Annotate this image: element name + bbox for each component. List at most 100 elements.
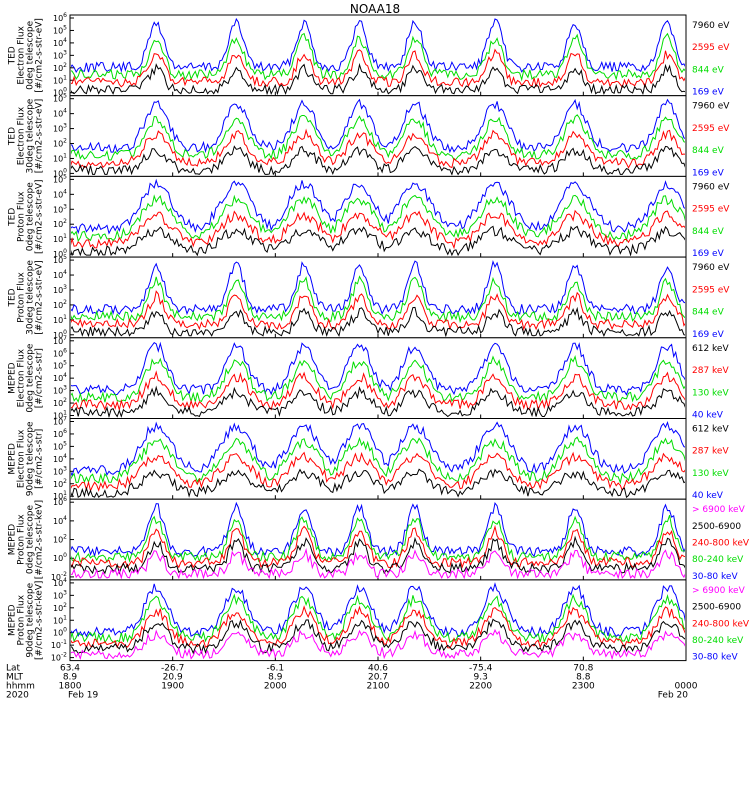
y-tick-label: 106 xyxy=(53,347,67,358)
legend-entry: 240-800 keV xyxy=(692,619,750,629)
y-axis-label-line: 0deg telescope xyxy=(26,182,36,252)
y-tick-label: 105 xyxy=(53,24,67,35)
y-tick-label: 101 xyxy=(53,314,67,325)
y-tick-label: 102 xyxy=(53,602,67,613)
data-traces xyxy=(71,17,685,95)
legend-entry: 2595 eV xyxy=(692,43,730,53)
y-tick-label: 10-1 xyxy=(51,639,67,650)
y-tick-label: 104 xyxy=(53,269,67,280)
y-axis-label-line: Proton Flux xyxy=(17,271,27,322)
y-axis-label-line: [#/cm2-s-str-keV] xyxy=(35,581,45,660)
legend-entry: 2500-6900 xyxy=(692,522,741,532)
series-trace xyxy=(71,194,685,243)
legend-entry: 287 keV xyxy=(692,366,729,376)
y-axis-label-line: MEPED xyxy=(8,443,18,475)
series-trace xyxy=(71,128,685,169)
series-trace xyxy=(71,451,685,493)
legend-entry: 844 eV xyxy=(692,146,725,156)
y-tick-label: 103 xyxy=(53,123,67,134)
data-traces xyxy=(71,582,685,660)
y-axis-label-line: Proton Flux xyxy=(17,514,27,565)
y-tick-label: 100 xyxy=(53,329,67,340)
y-tick-label: 101 xyxy=(53,410,67,421)
legend-entry: 612 keV xyxy=(692,344,729,354)
y-axis-label-line: TED xyxy=(8,46,18,65)
panel-4: 100 101 102 103 104 105 TEDProton Flux30deg te… xyxy=(8,254,731,340)
y-axis-label-line: [#/cm2-s-str-eV] xyxy=(35,260,45,335)
data-traces xyxy=(71,501,685,579)
y-axis-label-line: 90deg telescope xyxy=(26,421,36,496)
legend-entry: 7960 eV xyxy=(692,263,730,273)
legend-entry: 2595 eV xyxy=(692,124,730,134)
series-trace xyxy=(71,275,685,324)
panel-frame xyxy=(69,175,687,258)
y-axis-label-line: 0deg telescope xyxy=(26,343,36,413)
series-trace xyxy=(71,260,685,316)
series-trace xyxy=(71,515,685,564)
y-tick-label: 104 xyxy=(53,372,67,383)
footer-row-label: MLT xyxy=(6,673,24,683)
y-axis-label-line: 0deg telescope xyxy=(26,505,36,575)
y-tick-label: 100 xyxy=(53,552,67,563)
footer-row-label: Lat xyxy=(6,664,21,674)
legend-entry: 169 eV xyxy=(692,249,725,259)
y-tick-label: 103 xyxy=(53,49,67,60)
footer-row-label: hhmm xyxy=(6,682,35,692)
x-tick-label: 2300 xyxy=(572,682,595,692)
series-trace xyxy=(71,618,685,655)
series-trace xyxy=(71,370,685,412)
series-trace xyxy=(71,547,685,579)
series-trace xyxy=(71,535,685,575)
footer-row-label: 2020 xyxy=(6,691,29,701)
y-axis-label-line: MEPED xyxy=(8,604,18,636)
series-trace xyxy=(71,468,685,499)
y-axis-label-line: 90deg telescope xyxy=(26,582,36,657)
legend-entry: 30-80 keV xyxy=(692,653,738,663)
y-tick-label: 102 xyxy=(53,534,67,545)
data-traces xyxy=(71,420,685,499)
series-trace xyxy=(71,582,685,639)
mlt-value: 8.9 xyxy=(63,673,78,683)
legend-entry: 844 eV xyxy=(692,308,725,318)
legend-entry: 130 keV xyxy=(692,388,729,398)
y-tick-label: 105 xyxy=(53,254,67,265)
legend-entry: 80-240 keV xyxy=(692,636,744,646)
series-trace xyxy=(71,145,685,176)
y-tick-label: 104 xyxy=(53,577,67,588)
legend-entry: 2595 eV xyxy=(692,205,730,215)
y-axis-label-line: [#/cm2-s-str] xyxy=(35,348,45,408)
y-tick-label: 100 xyxy=(53,627,67,638)
y-axis-label-line: Proton Flux xyxy=(17,594,27,645)
series-trace xyxy=(71,385,685,418)
panel-7: 10-2 100 102 104 106 MEPEDProton Flux0deg tel… xyxy=(8,496,750,582)
y-tick-label: 106 xyxy=(53,496,67,507)
y-tick-label: 105 xyxy=(53,440,67,451)
series-trace xyxy=(71,420,685,478)
y-tick-label: 102 xyxy=(53,299,67,310)
y-tick-label: 102 xyxy=(53,138,67,149)
panel-frame xyxy=(69,498,687,581)
legend-entry: 30-80 keV xyxy=(692,572,738,582)
y-axis-label-line: [#/cm2-s-str] xyxy=(35,429,45,489)
legend-entry: 2595 eV xyxy=(692,285,730,295)
y-tick-label: 106 xyxy=(53,428,67,439)
legend-entry: 80-240 keV xyxy=(692,555,744,565)
panel-3: 100 101 102 103 104 105 TEDProton Flux0deg tel… xyxy=(8,173,731,259)
legend-entry: 844 eV xyxy=(692,65,725,75)
y-tick-label: 104 xyxy=(53,453,67,464)
panel-2: 100 101 102 103 104 105 TEDElectron Flux30deg … xyxy=(8,93,731,179)
series-trace xyxy=(71,593,685,644)
legend-entry: > 6900 keV xyxy=(692,586,746,596)
x-tick-label: 0000 xyxy=(675,682,698,692)
legend-entry: 7960 eV xyxy=(692,102,730,112)
y-axis-label-line: TED xyxy=(8,208,18,227)
y-axis-label: TEDProton Flux0deg telescope[#/cm2-s-str… xyxy=(8,179,45,254)
y-tick-label: 10-2 xyxy=(51,652,67,663)
lat-value: 70.8 xyxy=(573,664,593,674)
y-tick-label: 102 xyxy=(53,397,67,408)
mlt-value: 20.9 xyxy=(163,673,183,683)
y-axis-label: MEPEDElectron Flux90deg telescope[#/cm2-… xyxy=(8,421,45,496)
